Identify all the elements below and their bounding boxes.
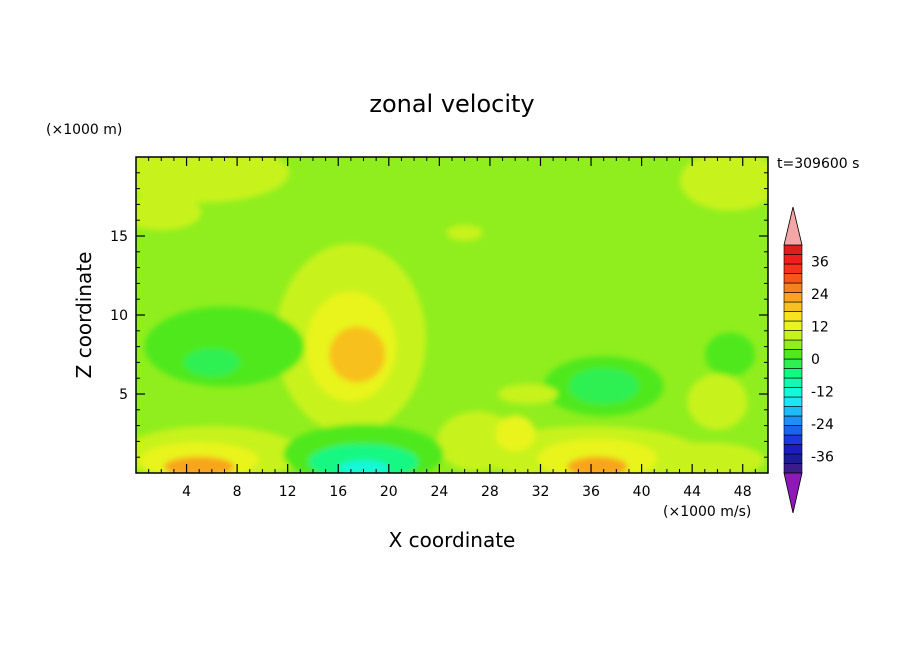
colorbar-segment <box>783 425 803 436</box>
colorbar-tick-label: 0 <box>811 352 820 368</box>
colorbar-tick-label: -12 <box>811 385 834 401</box>
field-patch <box>136 194 202 231</box>
colorbar-segment <box>783 273 803 284</box>
x-tick-label: 40 <box>633 484 651 500</box>
colorbar-under-triangle <box>783 472 803 514</box>
colorbar-segment <box>783 434 803 445</box>
x-tick-label: 20 <box>380 484 398 500</box>
field-patch <box>164 456 235 473</box>
colorbar-segment <box>783 263 803 274</box>
colorbar-over-triangle <box>783 206 803 246</box>
field-patch <box>446 224 483 241</box>
field-patch <box>568 368 639 405</box>
colorbar-segment <box>783 282 803 293</box>
field-patch <box>567 456 628 473</box>
x-tick-label: 28 <box>481 484 499 500</box>
field-patch <box>308 443 419 473</box>
x-tick-label: 8 <box>233 484 242 500</box>
x-tick-label: 48 <box>734 484 752 500</box>
field-patch <box>680 157 768 211</box>
x-unit-label: (×1000 m/s) <box>663 504 751 520</box>
y-axis-label: Z coordinate <box>72 252 96 379</box>
colorbar-segment <box>783 415 803 426</box>
chart-title: zonal velocity <box>369 90 534 118</box>
x-axis: 4 8 12 16 20 24 28 32 36 40 44 48 <box>148 157 756 500</box>
colorbar-segment <box>783 349 803 360</box>
y-tick-label: 5 <box>119 387 128 403</box>
colorbar-segment <box>783 311 803 322</box>
field-patch <box>687 373 748 430</box>
field-patch <box>497 384 558 404</box>
colorbar-segment <box>783 444 803 455</box>
field-patch <box>644 442 765 473</box>
colorbar-tick-label: 24 <box>811 287 829 303</box>
time-label: t=309600 s <box>777 156 859 172</box>
x-tick-label: 36 <box>582 484 600 500</box>
x-axis-label: X coordinate <box>389 528 516 552</box>
field-patch <box>495 415 536 452</box>
y-tick-label: 15 <box>110 229 128 245</box>
colorbar-segment <box>783 330 803 341</box>
field-patch <box>537 438 658 473</box>
colorbar-segment <box>783 453 803 464</box>
colorbar: 36 24 12 0 -12 -24 -36 <box>783 206 834 514</box>
x-tick-label: 24 <box>430 484 448 500</box>
contour-field <box>136 157 768 473</box>
x-tick-label: 4 <box>182 484 191 500</box>
field-patch <box>338 460 389 473</box>
x-tick-label: 32 <box>532 484 550 500</box>
x-tick-label: 12 <box>279 484 297 500</box>
colorbar-segment <box>783 254 803 265</box>
field-patch <box>705 332 756 377</box>
field-patch <box>183 348 240 377</box>
field-patch <box>329 326 386 383</box>
field-patch <box>136 157 290 203</box>
colorbar-tick-label: -36 <box>811 450 834 466</box>
colorbar-segment <box>783 396 803 407</box>
x-tick-label: 16 <box>329 484 347 500</box>
colorbar-segment <box>783 292 803 303</box>
colorbar-segment <box>783 368 803 379</box>
colorbar-segment <box>783 406 803 417</box>
field-patch <box>144 306 305 387</box>
colorbar-segment <box>783 339 803 350</box>
colorbar-segment <box>783 301 803 312</box>
x-tick-label: 44 <box>683 484 701 500</box>
y-tick-label: 10 <box>110 308 128 324</box>
y-unit-label: (×1000 m) <box>46 122 122 138</box>
colorbar-tick-label: 12 <box>811 319 829 335</box>
colorbar-tick-label: -24 <box>811 417 834 433</box>
y-axis: 5 10 15 <box>110 172 768 458</box>
colorbar-segment <box>783 358 803 369</box>
colorbar-tick-label: 36 <box>811 254 829 270</box>
colorbar-segment <box>783 463 803 474</box>
colorbar-segment <box>783 320 803 331</box>
colorbar-segment <box>783 244 803 255</box>
colorbar-segment <box>783 387 803 398</box>
colorbar-segment <box>783 377 803 388</box>
